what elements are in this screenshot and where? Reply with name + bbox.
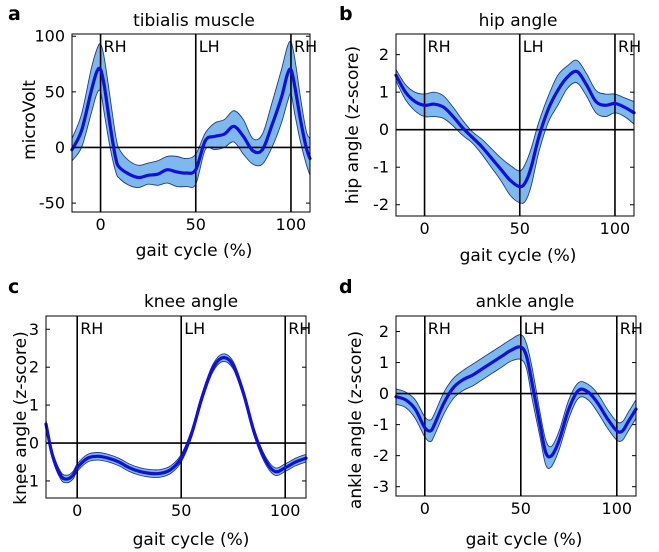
panel-b-ytick-label-1: -1	[373, 158, 389, 177]
panel-d-ytick-label-4: 1	[379, 353, 389, 372]
panel-d-xtick-label-2: 100	[602, 499, 633, 518]
panel-a-plot: RH LH RH 0 50 100 -50 0 50 100	[34, 27, 317, 234]
panel-d: d ankle angle gait cycle (%) ankle angle…	[339, 276, 643, 550]
panel-b-ytick-label-2: 0	[379, 120, 389, 139]
panel-a-event-label-1: LH	[199, 37, 220, 56]
panel-b-mean-line	[394, 69, 636, 189]
panel-c-event-label-0: RH	[80, 319, 103, 338]
panel-d-ytick-label-3: 0	[379, 384, 389, 403]
panel-a-xtick-label-2: 100	[276, 215, 307, 234]
panel-a-mean-line	[70, 66, 312, 180]
panel-letter-c: c	[8, 276, 19, 298]
panel-c-xlabel: gait cycle (%)	[133, 530, 250, 550]
panel-d-mean-line	[394, 345, 638, 459]
panel-b-sd-band	[395, 59, 635, 204]
panel-d-ylabel: ankle angle (z-score)	[346, 331, 366, 509]
panel-a-xtick-label-1: 50	[186, 215, 206, 234]
panel-d-ytick-label-1: -2	[373, 446, 389, 465]
panel-c-xtick-label-2: 100	[270, 501, 301, 520]
panel-d-title: ankle angle	[476, 292, 575, 312]
panel-d-xtick-label-0: 0	[420, 499, 430, 518]
panel-c-title: knee angle	[144, 292, 238, 312]
panel-b-ytick-label-0: -2	[373, 195, 389, 214]
panel-c-ytick-label-0: -1	[23, 471, 39, 490]
panel-c-xtick-label-0: 0	[72, 501, 82, 520]
panel-b-xtick-label-2: 100	[600, 219, 631, 238]
panel-c-ylabel: knee angle (z-score)	[11, 331, 31, 505]
panel-a-xtick-label-0: 0	[95, 215, 105, 234]
panel-b-event-label-0: RH	[428, 37, 451, 56]
panel-b-event-label-2: RH	[618, 37, 641, 56]
panel-b: b hip angle gait cycle (%) hip angle (z-…	[339, 3, 641, 266]
panel-d-plot: RH LH RH 0 50 100 -3 -2 -1 0 1 2	[373, 315, 643, 518]
panel-a-ylabel: microVolt	[20, 80, 40, 160]
panel-a-event-label-2: RH	[294, 37, 317, 56]
panel-d-event-label-2: RH	[620, 319, 643, 338]
panel-d-xtick-label-1: 50	[511, 499, 531, 518]
panel-a-axes-frame	[71, 33, 311, 213]
panel-c-event-label-1: LH	[184, 319, 205, 338]
panel-b-axes-frame	[395, 33, 635, 217]
panel-b-plot: RH LH RH 0 50 100 -2 -1 0 1 2	[373, 33, 641, 238]
panel-a-ytick-label-2: 50	[45, 82, 65, 101]
panel-d-event-label-0: RH	[428, 319, 451, 338]
panel-c-ytick-label-4: 3	[29, 320, 39, 339]
panel-c-mean-line	[44, 356, 308, 481]
panel-b-xlabel: gait cycle (%)	[460, 246, 577, 266]
panel-a-xlabel: gait cycle (%)	[136, 241, 253, 261]
panel-letter-d: d	[339, 276, 353, 298]
panel-c-xtick-label-1: 50	[171, 501, 191, 520]
panel-b-ytick-label-3: 1	[379, 83, 389, 102]
panel-c-ytick-label-2: 1	[29, 396, 39, 415]
panel-b-event-label-1: LH	[523, 37, 544, 56]
panel-a-ytick-label-0: -50	[39, 194, 65, 213]
panel-b-ytick-label-4: 2	[379, 45, 389, 64]
panel-d-event-label-1: LH	[524, 319, 545, 338]
panel-c-plot: RH LH RH 0 50 100 -1 0 1 2 3	[23, 315, 311, 520]
panel-c-axes-frame	[45, 315, 307, 499]
panel-c-ytick-label-1: 0	[29, 434, 39, 453]
panel-a-ytick-label-3: 100	[34, 27, 65, 46]
panel-b-xtick-label-1: 50	[510, 219, 530, 238]
panel-c-ytick-label-3: 2	[29, 358, 39, 377]
panel-a-event-label-0: RH	[104, 37, 127, 56]
panel-a-ytick-label-1: 0	[55, 138, 65, 157]
panel-a: a tibialis muscle gait cycle (%) microVo…	[8, 3, 317, 261]
panel-letter-b: b	[339, 3, 353, 25]
panel-d-sd-band	[395, 334, 637, 469]
panel-c-event-label-2: RH	[288, 319, 311, 338]
panel-c: c knee angle gait cycle (%) knee angle (…	[8, 276, 311, 550]
panel-b-ylabel: hip angle (z-score)	[343, 46, 363, 204]
panel-d-ytick-label-0: -3	[373, 477, 389, 496]
panel-a-title: tibialis muscle	[133, 11, 255, 31]
panel-b-xtick-label-0: 0	[419, 219, 429, 238]
panel-letter-a: a	[8, 3, 21, 25]
panel-d-xlabel: gait cycle (%)	[466, 530, 583, 550]
panel-d-axes-frame	[395, 315, 637, 497]
panel-d-ytick-label-2: -1	[373, 415, 389, 434]
panel-d-ytick-label-5: 2	[379, 322, 389, 341]
panel-b-title: hip angle	[479, 11, 558, 31]
